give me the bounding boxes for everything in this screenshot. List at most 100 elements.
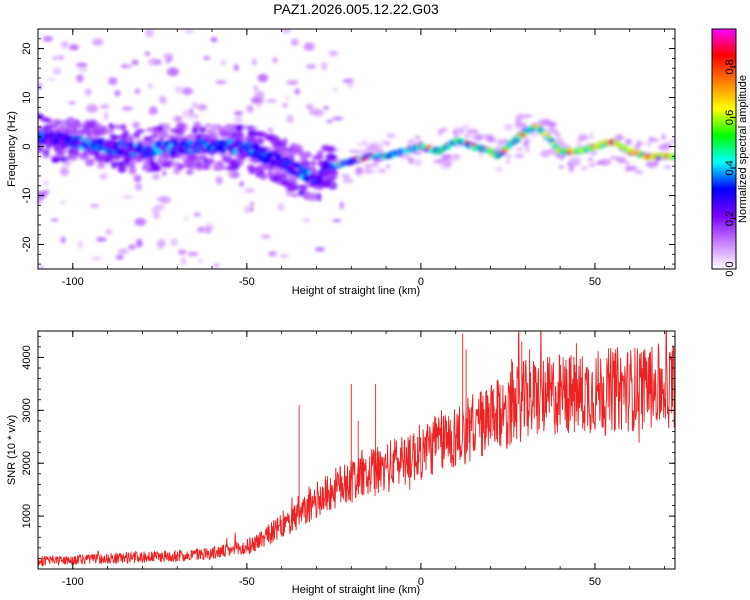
spectrogram-noise-cell (277, 202, 285, 212)
spectrogram-noise-cell (203, 55, 211, 61)
spectrogram-noise-cell (515, 118, 521, 124)
spectrogram-noise-cell (205, 226, 212, 234)
spectrogram-ridge-cell (315, 175, 325, 180)
spectrogram-ridge-cell (38, 130, 44, 137)
spectrogram-noise-cell (515, 147, 524, 152)
spectrogram-cloud-cell (123, 132, 128, 138)
spectrogram-noise-cell (50, 218, 59, 222)
spectrogram-noise-cell (153, 211, 161, 220)
spectrogram-noise-cell (197, 226, 206, 233)
spectrogram-noise-cell (183, 29, 195, 34)
snr-panel: -100 -50 0 50 1000 2000 3000 4000 Height of st… (6, 330, 676, 596)
spectrogram-cloud-cell (164, 154, 170, 160)
spectrogram-noise-cell (43, 180, 49, 186)
spectrogram-y-tick-label: -20 (21, 237, 33, 253)
colorbar-tick-label: 0.2 (724, 211, 736, 226)
spectrogram-noise-cell (188, 113, 200, 119)
spectrogram-noise-cell (105, 229, 113, 235)
spectrogram-cloud-cell (294, 185, 306, 189)
spectrogram-cloud-cell (97, 163, 105, 169)
spectrogram-cloud-cell (267, 169, 273, 179)
spectrogram-noise-cell (523, 137, 530, 142)
spectrogram-noise-cell (595, 161, 605, 165)
spectrogram-noise-cell (215, 176, 223, 185)
spectrogram-noise-cell (414, 135, 421, 139)
spectrogram-noise-cell (256, 103, 262, 109)
spectrogram-cloud-cell (85, 122, 97, 129)
spectrogram-cloud-cell (108, 123, 114, 129)
spectrogram-cloud-cell (92, 127, 101, 137)
snr-x-tick-label: 50 (589, 576, 601, 588)
spectrogram-noise-cell (131, 59, 139, 66)
spectrogram-ridge-cell (85, 138, 91, 145)
spectrogram-cloud-cell (245, 134, 256, 143)
spectrogram-cloud-cell (120, 123, 127, 131)
spectrogram-noise-cell (134, 88, 141, 95)
spectrogram-noise-cell (633, 143, 641, 151)
spectrogram-noise-cell (547, 121, 557, 128)
spectrogram-noise-cell (654, 159, 659, 166)
spectrogram-noise-cell (265, 98, 278, 103)
spectrogram-noise-cell (60, 200, 66, 205)
spectrogram-noise-cell (407, 139, 416, 145)
spectrogram-noise-cell (145, 29, 154, 38)
snr-y-ticks: 1000 2000 3000 4000 (21, 335, 675, 570)
spectrogram-cloud-cell (104, 156, 110, 163)
spectrogram-cloud-cell (206, 128, 214, 133)
spectrogram-noise-cell (638, 141, 646, 146)
spectrogram-cloud-cell (207, 133, 218, 141)
spectrogram-noise-cell (341, 173, 351, 179)
spectrogram-noise-cell (177, 249, 187, 255)
spectrogram-noise-cell (75, 62, 88, 68)
spectrogram-noise-cell (452, 131, 458, 135)
spectrogram-cloud-cell (281, 179, 290, 187)
spectrogram-noise-cell (147, 58, 160, 66)
spectrogram-noise-cell (252, 58, 257, 66)
spectrogram-ridge-cell (141, 154, 148, 159)
spectrogram-cloud-cell (88, 151, 96, 156)
spectrogram-ridge-cell (114, 147, 122, 152)
spectrogram-noise-cell (546, 127, 558, 134)
spectrogram-cloud-cell (186, 154, 198, 161)
spectrogram-cloud-cell (290, 142, 296, 152)
spectrogram-noise-cell (661, 133, 666, 141)
spectrogram-noise-cell (148, 106, 158, 115)
spectrogram-cloud-cell (143, 164, 150, 171)
spectrogram-noise-cell (198, 259, 203, 264)
spectrogram-noise-cell (624, 138, 632, 146)
spectrogram-noise-cell (505, 154, 513, 159)
spectrogram-cloud-cell (128, 166, 137, 175)
spectrogram-cloud-cell (85, 158, 95, 167)
spectrogram-noise-cell (570, 158, 582, 167)
spectrogram-cloud-cell (98, 152, 104, 157)
spectrogram-cloud-cell (177, 164, 184, 170)
spectrogram-noise-cell (587, 150, 599, 155)
spectrogram-noise-cell (332, 116, 344, 121)
spectrogram-cloud-cell (301, 161, 313, 165)
spectrogram-cloud-cell (94, 151, 101, 160)
spectrogram-noise-cell (312, 108, 325, 117)
spectrogram-ridge-cell (186, 139, 194, 146)
spectrogram-cloud-cell (256, 132, 268, 138)
spectrogram-cloud-cell (111, 161, 117, 169)
spectrogram-cloud-cell (67, 116, 75, 125)
spectrogram-cloud-cell (229, 158, 238, 168)
spectrogram-noise-cell (68, 101, 76, 105)
spectrogram-noise-cell (59, 167, 70, 176)
spectrogram-noise-cell (148, 83, 153, 89)
spectrogram-cloud-cell (132, 132, 141, 137)
spectrogram-cloud-cell (198, 126, 207, 133)
spectrogram-noise-cell (133, 175, 139, 179)
spectrogram-cloud-cell (283, 150, 292, 157)
spectrogram-noise-cell (453, 135, 459, 140)
spectrogram-noise-cell (77, 67, 88, 73)
spectrogram-noise-cell (152, 173, 160, 180)
spectrogram-noise-cell (52, 67, 62, 75)
snr-x-ticks: -100 -50 0 50 (37, 331, 665, 588)
spectrogram-noise-cell (609, 156, 619, 160)
spectrogram-noise-cell (577, 136, 590, 140)
spectrogram-noise-cell (558, 165, 565, 169)
spectrogram-noise-cell (385, 164, 391, 169)
snr-background (38, 331, 675, 569)
spectrogram-noise-cell (162, 170, 167, 176)
